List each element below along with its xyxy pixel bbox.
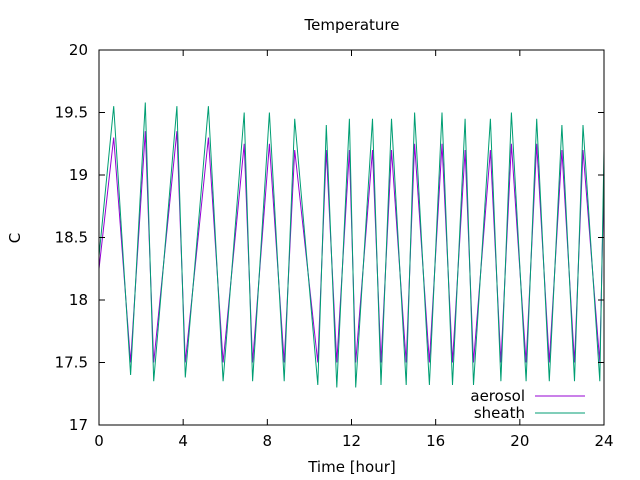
x-tick-label: 8	[263, 432, 273, 450]
x-axis-label: Time [hour]	[307, 458, 396, 476]
legend-label-aerosol: aerosol	[470, 387, 525, 405]
y-tick-label: 20	[69, 41, 88, 59]
x-tick-label: 12	[342, 432, 361, 450]
x-tick-label: 20	[510, 432, 529, 450]
x-tick-label: 4	[178, 432, 188, 450]
x-tick-label: 16	[426, 432, 445, 450]
series-layer	[98, 102, 605, 388]
y-tick-label: 17.5	[55, 354, 88, 372]
y-tick-label: 19.5	[55, 104, 88, 122]
y-axis-ticks: 17 17.5 18 18.5 19 19.5 20	[55, 41, 604, 434]
y-tick-label: 17	[69, 416, 88, 434]
x-tick-label: 0	[94, 432, 104, 450]
x-axis-ticks: 0 4 8 12 16 20 24	[94, 50, 614, 450]
y-tick-label: 19	[69, 166, 88, 184]
y-tick-label: 18.5	[55, 229, 88, 247]
x-tick-label: 24	[594, 432, 613, 450]
y-axis-label: C	[6, 233, 24, 243]
series-line-sheath	[98, 102, 605, 388]
chart-title: Temperature	[303, 16, 399, 34]
y-tick-label: 18	[69, 291, 88, 309]
legend-label-sheath: sheath	[474, 404, 525, 422]
